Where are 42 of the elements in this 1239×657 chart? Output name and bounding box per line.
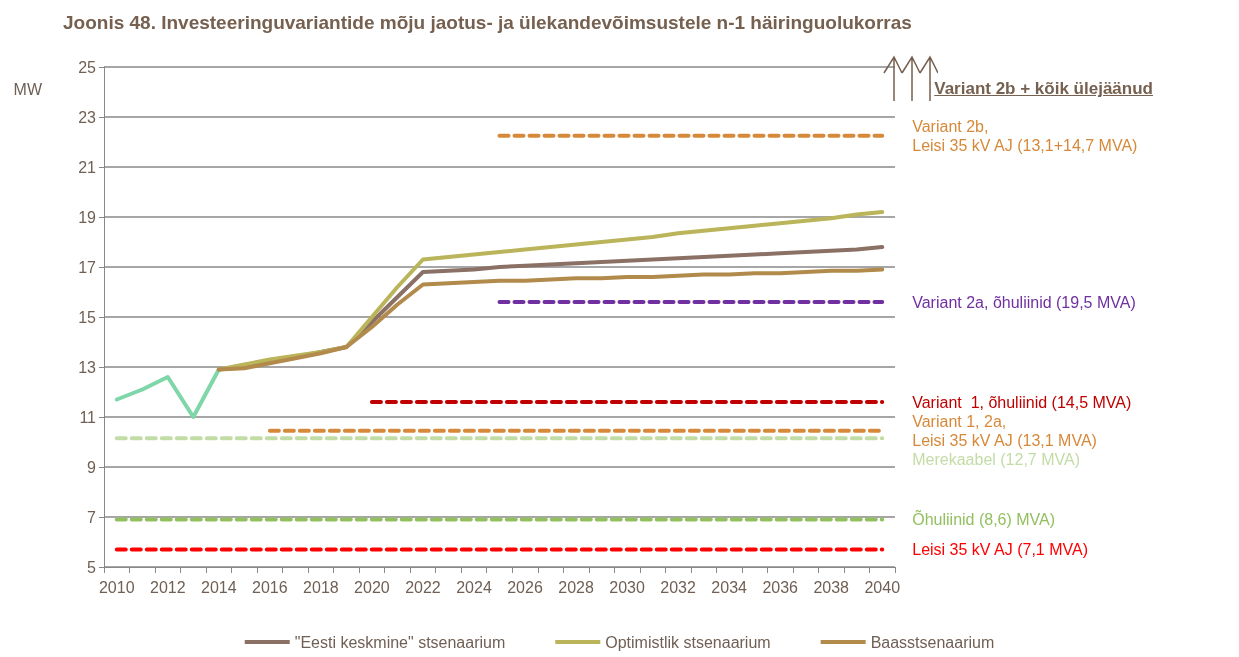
line-series — [216, 267, 885, 372]
x-tick-label: 2034 — [711, 578, 748, 596]
series-label: Õhuliinid (8,6) MVA) — [912, 509, 1056, 528]
text: Merekaabel (12,7 MVA) — [912, 450, 1081, 468]
x-tick-label: 2018 — [303, 578, 339, 596]
x-tick-label: 2024 — [456, 578, 492, 596]
series-label: Variant 1, 2a, Leisi 35 kV AJ (13,1 MVA) — [912, 412, 1097, 449]
x-tick-label: 2016 — [252, 578, 288, 596]
legend-label: Baasstsenaarium — [870, 633, 995, 651]
text: Variant 2b + kõik ülejäänud — [934, 79, 1153, 99]
y-tick-label: 19 — [78, 208, 97, 226]
legend-label: Optimistlik stsenaarium — [605, 633, 771, 651]
x-tick-label: 2040 — [864, 578, 901, 596]
y-axis-title: MW — [13, 80, 43, 98]
y-tick-label: 5 — [87, 558, 97, 576]
y-tick-label: 11 — [79, 408, 97, 426]
y-tick-label: 25 — [78, 58, 97, 76]
y-tick-label: 13 — [78, 358, 97, 376]
series-label: Leisi 35 kV AJ (7,1 MVA) — [912, 541, 1089, 558]
chart-title: Joonis 48. Investeeringuvariantide mõju jaotus- ja ülekandevõimsustele n-1 häiringuolukorras — [63, 12, 912, 33]
x-tick-label: 2036 — [762, 578, 799, 596]
x-tick-label: 2022 — [405, 578, 441, 596]
series-label: Variant 1, õhuliinid (14,5 MVA) — [912, 393, 1132, 411]
legend-label: "Eesti keskmine" stsenaarium — [294, 633, 506, 651]
line-series — [114, 367, 221, 419]
x-tick-label: 2038 — [813, 578, 850, 596]
x-tick-label: 2020 — [354, 578, 390, 596]
x-tick-label: 2032 — [660, 578, 697, 596]
y-tick-label: 15 — [78, 308, 97, 326]
y-tick-label: 17 — [78, 258, 97, 276]
x-tick-label: 2028 — [558, 578, 594, 596]
y-tick-label: 9 — [87, 458, 97, 476]
x-tick-label: 2012 — [149, 578, 186, 596]
series-label: Variant 2b, Leisi 35 kV AJ (13,1+14,7 MVA) — [912, 117, 1138, 154]
y-tick-label: 23 — [78, 108, 97, 126]
x-tick-label: 2030 — [609, 578, 645, 596]
series-label: Variant 2a, õhuliinid (19,5 MVA) — [912, 293, 1136, 311]
x-tick-label: 2010 — [98, 578, 135, 596]
x-tick-label: 2026 — [507, 578, 543, 596]
x-tick-label: 2014 — [201, 578, 237, 596]
y-tick-label: 21 — [78, 158, 97, 176]
y-tick-label: 7 — [87, 508, 97, 526]
